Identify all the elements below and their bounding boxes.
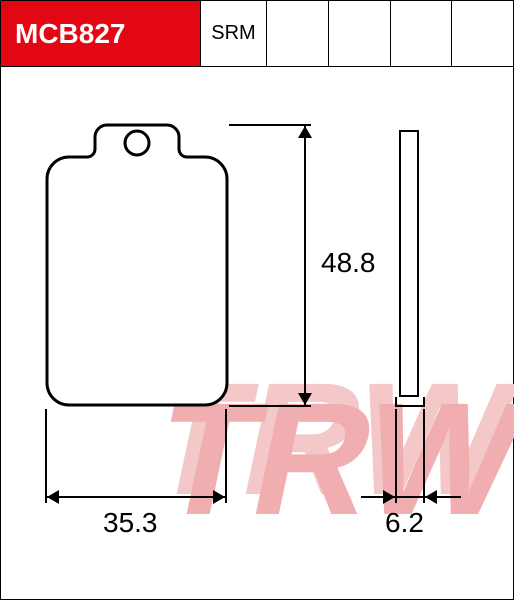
arrow-up-icon <box>298 126 312 138</box>
brake-pad-front-view <box>45 123 229 409</box>
ext-line-left <box>45 409 47 503</box>
ext-line-right <box>225 409 227 503</box>
brake-pad-shape-icon <box>45 123 229 409</box>
dimension-thickness-label: 6.2 <box>385 507 424 539</box>
header-row: MCB827 SRM <box>1 1 513 67</box>
ext-line-thick-r <box>423 409 425 503</box>
part-number-label: MCB827 <box>15 18 125 50</box>
arrow-right-icon <box>213 490 225 504</box>
brake-pad-side-view <box>399 130 419 397</box>
arrow-left-icon <box>47 490 59 504</box>
arrow-down-icon <box>298 393 312 405</box>
arrow-left-thick-icon <box>425 490 437 504</box>
dimension-width-label: 35.3 <box>103 507 158 539</box>
dimension-height-label: 48.8 <box>321 247 376 279</box>
ext-line-thick-l <box>395 409 397 503</box>
drawing-area: TRW TRW 48.8 35.3 <box>1 67 513 599</box>
brake-pad-side-step <box>395 397 425 407</box>
part-number-cell: MCB827 <box>1 1 201 66</box>
diagram-frame: MCB827 SRM TRW TRW <box>0 0 514 600</box>
header-empty-4 <box>452 1 513 66</box>
ext-line-bottom <box>229 405 311 407</box>
arrow-right-thick-icon <box>383 490 395 504</box>
dim-line-thick <box>361 496 461 498</box>
dim-line-height <box>304 126 306 405</box>
dim-line-width <box>47 496 225 498</box>
header-empty-3 <box>391 1 453 66</box>
type-code-cell: SRM <box>201 1 267 66</box>
header-empty-2 <box>329 1 391 66</box>
header-empty-1 <box>267 1 329 66</box>
type-code-label: SRM <box>211 22 255 45</box>
